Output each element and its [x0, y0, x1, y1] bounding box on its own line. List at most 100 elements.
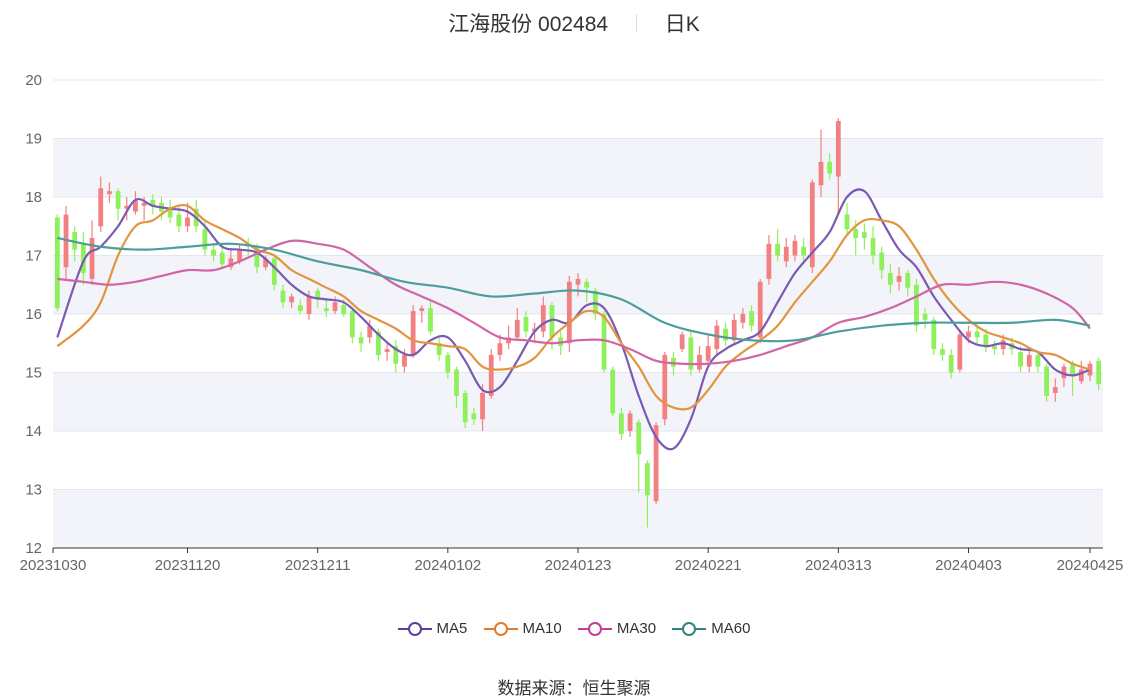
y-tick-label: 14: [25, 423, 42, 440]
candle: [870, 226, 876, 265]
candle-body: [540, 305, 546, 332]
legend-label: MA10: [522, 620, 562, 637]
candle: [714, 319, 720, 355]
candle-body: [618, 413, 624, 434]
y-tick-label: 19: [25, 131, 42, 148]
candle-body: [54, 217, 60, 309]
candle: [419, 305, 425, 323]
candle-body: [133, 199, 138, 212]
candle: [1035, 352, 1041, 373]
y-axis: 12 13 14 15 16 17 18 19 20: [25, 72, 42, 557]
candle-body: [992, 346, 997, 350]
candle-body: [914, 284, 919, 326]
candle: [98, 176, 104, 233]
candle: [150, 194, 156, 215]
candle: [367, 319, 373, 344]
candle-body: [349, 311, 355, 338]
candle-body: [688, 337, 694, 370]
candle-body: [306, 296, 312, 314]
ma30-legend-icon: [577, 621, 612, 636]
candle-body: [714, 325, 720, 350]
candle-body: [107, 191, 112, 195]
candle-body: [523, 316, 529, 332]
candle: [887, 264, 893, 294]
candle-body: [957, 334, 963, 370]
legend-item-ma5[interactable]: MA5: [397, 620, 468, 637]
candle: [124, 197, 130, 221]
candle-body: [896, 275, 902, 282]
candle-body: [905, 273, 911, 288]
candle-body: [853, 229, 859, 238]
candle-body: [323, 308, 329, 312]
candle-body: [662, 354, 668, 420]
y-tick-label: 13: [25, 482, 42, 499]
candle-body: [705, 346, 711, 361]
candle: [514, 308, 520, 341]
x-tick-label: 20240403: [935, 557, 1002, 574]
candle-body: [610, 369, 616, 414]
legend-item-ma10[interactable]: MA10: [483, 620, 562, 637]
candle-body: [98, 188, 104, 227]
candle-body: [367, 325, 373, 338]
candle: [349, 308, 355, 344]
legend: MA5 MA10 MA30 MA60: [0, 620, 1148, 640]
candle-body: [219, 252, 225, 265]
candle: [575, 273, 581, 297]
grid-band: [53, 138, 1103, 197]
legend-item-ma30[interactable]: MA30: [577, 620, 657, 637]
candle: [723, 322, 728, 347]
candle: [289, 293, 295, 309]
candle: [618, 407, 624, 440]
candle: [445, 352, 451, 379]
moving-average-lines: [56, 188, 1091, 451]
candle: [271, 255, 277, 291]
candle-body: [1018, 352, 1023, 367]
candle: [844, 202, 850, 236]
x-tick-label: 20231120: [155, 557, 221, 574]
candle-body: [167, 208, 173, 218]
legend-item-ma60[interactable]: MA60: [672, 620, 750, 637]
candle: [740, 308, 746, 329]
candle: [1061, 363, 1067, 388]
candle: [775, 229, 780, 262]
candle-body: [1000, 340, 1006, 350]
candle: [540, 296, 546, 338]
candle-body: [289, 296, 295, 303]
candle: [167, 199, 173, 224]
y-tick-label: 18: [25, 189, 42, 206]
candle-body: [1035, 354, 1041, 367]
candle: [297, 299, 303, 314]
candle-body: [983, 334, 989, 347]
candle-body: [141, 202, 147, 206]
candle: [228, 249, 234, 271]
legend-label: MA30: [616, 620, 657, 637]
candle: [410, 305, 416, 358]
candle-body: [176, 214, 182, 227]
candle-body: [653, 425, 659, 502]
y-tick-label: 16: [25, 306, 42, 323]
candle: [610, 366, 616, 417]
candle-body: [584, 281, 590, 288]
candle-body: [80, 243, 86, 274]
candle: [454, 366, 459, 408]
candle: [783, 237, 789, 268]
candle: [245, 237, 251, 256]
candle-body: [645, 463, 650, 496]
candle: [922, 308, 928, 329]
candle: [219, 246, 225, 268]
candle-body: [948, 354, 954, 373]
candle: [497, 334, 503, 361]
source-label: 数据来源：: [497, 679, 583, 698]
candle: [488, 349, 494, 399]
candle-body: [445, 354, 451, 373]
grid-band: [53, 372, 1103, 431]
candle: [1026, 349, 1032, 373]
legend-label: MA5: [436, 620, 468, 637]
candle-body: [263, 258, 269, 268]
y-tick-label: 20: [25, 72, 42, 89]
candle: [185, 202, 190, 233]
candle: [115, 188, 121, 221]
candle-body: [835, 120, 841, 177]
candle-body: [237, 249, 242, 262]
